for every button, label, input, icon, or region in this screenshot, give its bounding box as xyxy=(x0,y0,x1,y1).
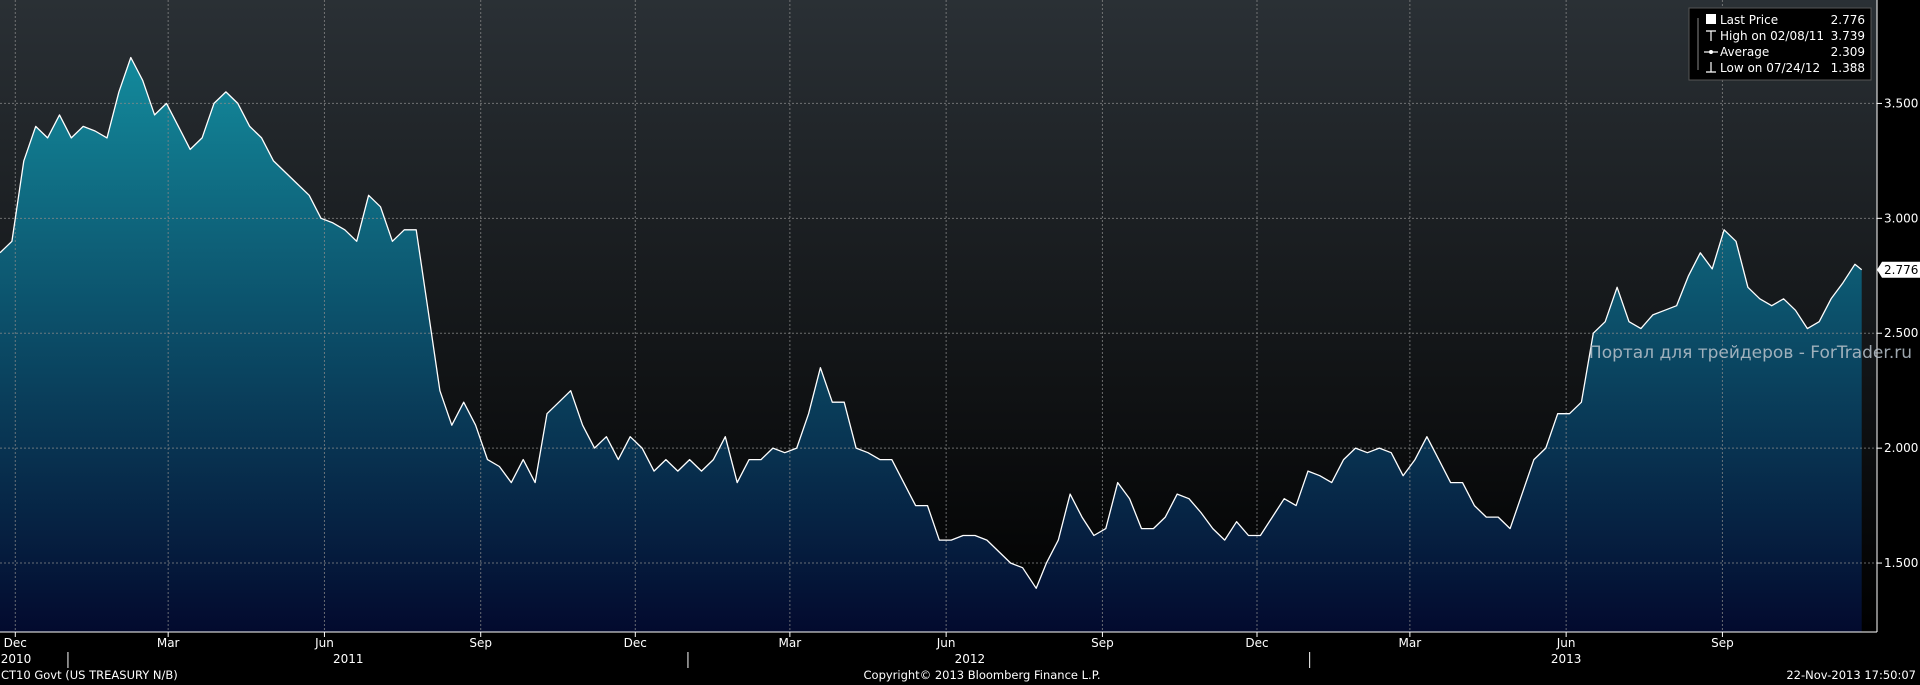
x-month-label: Sep xyxy=(1091,636,1114,650)
y-tick-label: 2.000 xyxy=(1884,441,1918,455)
y-tick-label: 3.500 xyxy=(1884,96,1918,110)
area-layer xyxy=(0,57,1862,632)
x-month-label: Jun xyxy=(1556,636,1576,650)
legend-value: 1.388 xyxy=(1831,61,1865,75)
legend-item-last-price: Last Price 2.776 xyxy=(1706,13,1865,27)
right-axis-background xyxy=(1877,0,1920,632)
square-icon xyxy=(1706,14,1716,24)
y-tick-label: 1.500 xyxy=(1884,556,1918,570)
y-tick-label: 3.000 xyxy=(1884,211,1918,225)
x-month-label: Dec xyxy=(624,636,647,650)
grid-layer xyxy=(0,0,1877,632)
last-value-label: 2.776 xyxy=(1884,263,1918,277)
y-tick-label: 2.500 xyxy=(1884,326,1918,340)
legend-item-average: Average 2.309 xyxy=(1704,45,1865,59)
footer: CT10 Govt (US TREASURY N/B) Copyright© 2… xyxy=(1,668,1916,682)
legend-label: Last Price xyxy=(1720,13,1778,27)
x-year-label: 2011 xyxy=(333,652,364,666)
line-layer xyxy=(0,56,1863,589)
x-month-label: Sep xyxy=(1711,636,1734,650)
ticker-label: CT10 Govt (US TREASURY N/B) xyxy=(1,668,178,682)
x-year-label: 2012 xyxy=(955,652,986,666)
legend-item-low: Low on 07/24/12 1.388 xyxy=(1706,61,1865,75)
legend-value: 2.776 xyxy=(1831,13,1865,27)
x-month-label: Jun xyxy=(314,636,334,650)
x-year-label: 2013 xyxy=(1551,652,1582,666)
x-month-label: Sep xyxy=(469,636,492,650)
series-line xyxy=(0,56,1863,589)
x-month-label: Jun xyxy=(936,636,956,650)
watermark: Портал для трейдеров - ForTrader.ru xyxy=(1589,343,1912,363)
series-area xyxy=(0,57,1862,632)
x-month-label: Dec xyxy=(4,636,27,650)
legend: Last Price 2.776 High on 02/08/11 3.739 … xyxy=(1688,7,1872,81)
legend-label: Low on 07/24/12 xyxy=(1720,61,1820,75)
legend-value: 2.309 xyxy=(1831,45,1865,59)
axis-layer: 1.500 2.000 2.500 3.000 3.500 Dec Mar Jun Sep Dec… xyxy=(0,0,1920,668)
legend-box xyxy=(1688,7,1872,81)
legend-item-high: High on 02/08/11 3.739 xyxy=(1706,29,1865,43)
x-month-label: Mar xyxy=(157,636,180,650)
x-month-label: Dec xyxy=(1245,636,1268,650)
last-value-marker xyxy=(1877,261,1920,278)
legend-value: 3.739 xyxy=(1831,29,1865,43)
legend-label: High on 02/08/11 xyxy=(1720,29,1824,43)
legend-label: Average xyxy=(1720,45,1769,59)
copyright-label: Copyright© 2013 Bloomberg Finance L.P. xyxy=(864,668,1101,682)
high-marker-icon xyxy=(1706,30,1716,41)
low-marker-icon xyxy=(1706,62,1716,73)
x-month-label: Mar xyxy=(779,636,802,650)
timestamp-label: 22-Nov-2013 17:50:07 xyxy=(1786,668,1916,682)
x-month-label: Mar xyxy=(1399,636,1422,650)
x-year-label: 2010 xyxy=(1,652,32,666)
